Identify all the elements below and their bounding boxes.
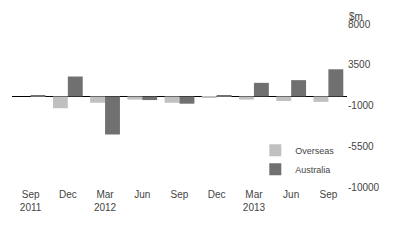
svg-text:-1000: -1000 [348, 100, 374, 111]
svg-text:Jun: Jun [283, 189, 299, 200]
svg-text:Sep2011: Sep2011 [20, 189, 42, 213]
svg-text:8000: 8000 [348, 19, 371, 30]
svg-text:Dec: Dec [59, 189, 77, 200]
svg-text:Jun: Jun [134, 189, 150, 200]
svg-text:Sep: Sep [171, 189, 189, 200]
svg-text:-5500: -5500 [348, 141, 374, 152]
svg-text:Overseas: Overseas [295, 146, 334, 156]
svg-text:Mar2012: Mar2012 [94, 189, 117, 213]
svg-text:Dec: Dec [208, 189, 226, 200]
svg-text:$m: $m [349, 11, 363, 22]
svg-text:3500: 3500 [348, 59, 371, 70]
svg-text:-10000: -10000 [348, 182, 380, 193]
svg-text:Sep: Sep [319, 189, 337, 200]
svg-text:Australia: Australia [295, 165, 330, 175]
svg-text:Mar2013: Mar2013 [243, 189, 266, 213]
